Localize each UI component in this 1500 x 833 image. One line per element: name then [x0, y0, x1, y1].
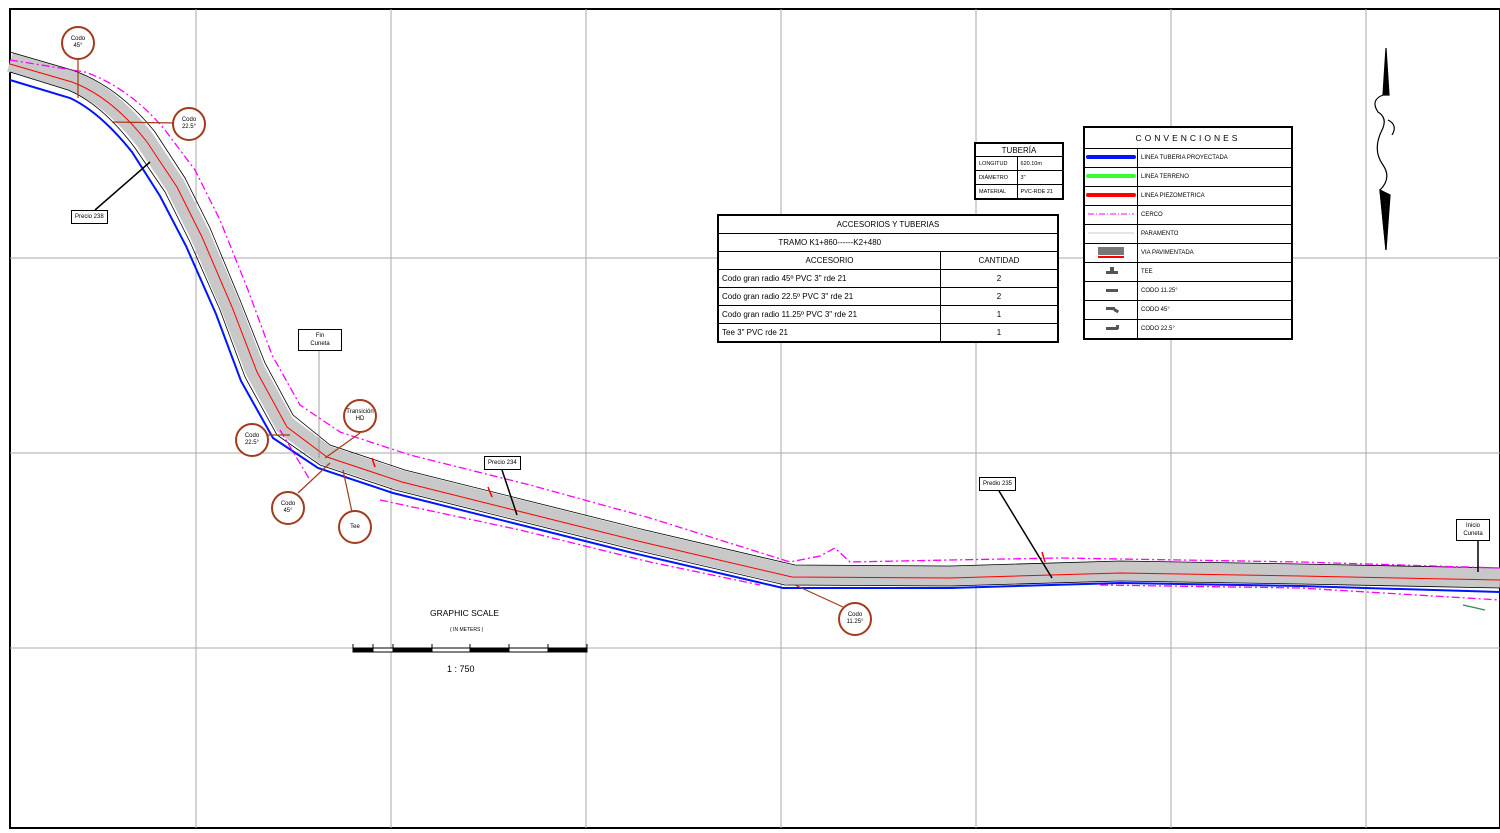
elbow-45-icon: [1106, 307, 1120, 314]
piezometric-markers: [371, 457, 1046, 563]
paved-road: [7, 52, 1500, 588]
piezometric-line-icon: [1086, 193, 1136, 197]
accessories-table-title: ACCESORIOS Y TUBERIAS: [718, 215, 1058, 234]
pipe-line-icon: [1086, 155, 1136, 159]
codo-11-25-callout: Codo 11.25°: [838, 602, 872, 636]
graphic-scale-title: GRAPHIC SCALE: [430, 608, 499, 618]
codo-45-mid-callout: Codo 45°: [271, 491, 305, 525]
legend-item: LINEA PIEZOMETRICA: [1084, 186, 1292, 206]
accessories-table-section: TRAMO K1+860------K2+480: [718, 233, 941, 252]
legend-title: CONVENCIONES: [1084, 127, 1292, 149]
graphic-scale-bar: [352, 644, 588, 653]
legend-item: LINEA TERRENO: [1084, 167, 1292, 187]
predio-234-label: Precio 234: [484, 456, 521, 470]
transicion-hd-callout: Transición HD: [343, 399, 377, 433]
table-row: MATERIAL PVC-RDE 21: [975, 184, 1064, 199]
table-row: Codo gran radio 11.25º PVC 3" rde 21 1: [718, 305, 1058, 324]
road-edge-top: [9, 51, 1500, 569]
codo-45-callout: Codo 45°: [61, 26, 95, 60]
callout-leaders: [77, 56, 844, 608]
predio-235-label: Predio 235: [979, 477, 1017, 491]
terrain-line-segment: [1462, 604, 1486, 611]
elbow-22-icon: [1106, 325, 1119, 330]
accessory-col-header: ACCESORIO: [718, 251, 941, 270]
fence-line-icon: [1088, 213, 1134, 215]
north-arrow-icon: [1374, 47, 1395, 251]
projected-pipe-line: [9, 79, 1500, 593]
legend-item: TEE: [1084, 262, 1292, 282]
pavement-icon: [1098, 247, 1124, 258]
legend-item: CODO 22.5°: [1084, 319, 1292, 339]
road-edge-bottom: [9, 71, 1500, 589]
legend-item: CODO 45°: [1084, 300, 1292, 320]
sheet-frame: [9, 8, 1500, 829]
leader-lines: [94, 161, 1479, 579]
legend-item: CODO 11.25°: [1084, 281, 1292, 301]
codo-22-5-callout: Codo 22.5°: [172, 107, 206, 141]
fin-cuneta-label: Fin Cuneta: [298, 329, 342, 351]
fence-line-bottom: [279, 429, 1500, 601]
tee-callout: Tee: [338, 510, 372, 544]
legend-item: CERCO: [1084, 205, 1292, 225]
terrain-line-icon: [1086, 174, 1136, 178]
fence-line-top: [9, 59, 1500, 569]
table-row: Tee 3" PVC rde 21 1: [718, 323, 1058, 342]
table-row: Codo gran radio 45º PVC 3" rde 21 2: [718, 269, 1058, 288]
legend-item: VIA PAVIMENTADA: [1084, 243, 1292, 263]
pipe-table-title: TUBERÍA: [975, 143, 1063, 157]
table-row: DIÁMETRO 3": [975, 170, 1064, 185]
legend-table: CONVENCIONES LINEA TUBERIA PROYECTADA LI…: [1083, 126, 1293, 340]
accessories-table: ACCESORIOS Y TUBERIAS TRAMO K1+860------…: [717, 214, 1059, 343]
tee-icon: [1106, 267, 1118, 274]
elbow-11-icon: [1106, 289, 1118, 292]
pipe-table: TUBERÍA LONGITUD 620.10m DIÁMETRO 3" MATER…: [974, 142, 1064, 200]
legend-item: LINEA TUBERIA PROYECTADA: [1084, 148, 1292, 168]
inicio-cuneta-label: Inicio Cuneta: [1456, 519, 1490, 541]
piezometric-line: [9, 63, 1500, 581]
graphic-scale-ratio: 1 : 750: [447, 664, 475, 674]
table-row: Codo gran radio 22.5º PVC 3" rde 21 2: [718, 287, 1058, 306]
legend-item: PARAMENTO: [1084, 224, 1292, 244]
paramento-line-icon: [1088, 232, 1134, 234]
predio-238-label: Precio 238: [71, 210, 108, 224]
graphic-scale-units: ( IN METERS ): [450, 627, 484, 633]
codo-22-5-mid-callout: Codo 22.5°: [235, 423, 269, 457]
table-row: LONGITUD 620.10m: [975, 156, 1064, 171]
quantity-col-header: CANTIDAD: [940, 251, 1058, 270]
